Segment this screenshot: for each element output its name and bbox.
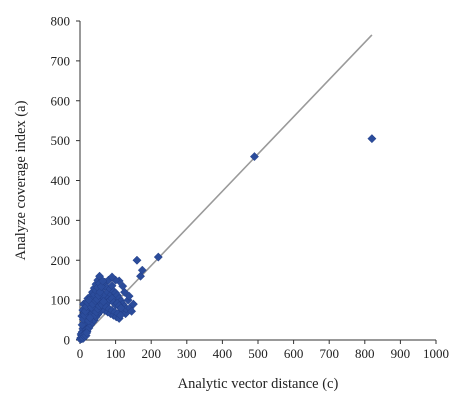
axes bbox=[79, 21, 436, 341]
x-tick-label: 800 bbox=[355, 346, 375, 361]
y-tick-label: 0 bbox=[64, 333, 71, 348]
data-point bbox=[118, 281, 128, 291]
data-point bbox=[249, 152, 259, 162]
y-axis-title: Analyze coverage index (a) bbox=[13, 100, 29, 260]
data-points bbox=[75, 134, 377, 344]
y-tick-label: 500 bbox=[51, 133, 71, 148]
data-point bbox=[85, 313, 95, 323]
data-point bbox=[137, 265, 147, 275]
data-point bbox=[82, 328, 92, 338]
x-tick-label: 100 bbox=[106, 346, 126, 361]
data-point bbox=[153, 252, 163, 262]
x-tick-label: 1000 bbox=[423, 346, 449, 361]
data-point bbox=[96, 282, 106, 292]
data-point bbox=[367, 134, 377, 144]
x-tick-label: 400 bbox=[213, 346, 233, 361]
data-point bbox=[128, 299, 138, 309]
x-ticks: 0 100 200 300 400 500 600 700 800 900 1000 bbox=[77, 340, 449, 361]
data-point bbox=[95, 287, 105, 297]
x-tick-label: 700 bbox=[319, 346, 339, 361]
y-tick-label: 400 bbox=[51, 173, 71, 188]
x-tick-label: 200 bbox=[141, 346, 161, 361]
x-tick-label: 600 bbox=[284, 346, 304, 361]
y-ticks: 0 100 200 300 400 500 600 700 800 bbox=[51, 14, 80, 348]
y-tick-label: 800 bbox=[51, 14, 71, 29]
x-tick-label: 300 bbox=[177, 346, 197, 361]
data-point bbox=[127, 306, 137, 316]
x-tick-label: 900 bbox=[391, 346, 411, 361]
x-axis-title: Analytic vector distance (c) bbox=[178, 376, 339, 392]
data-point bbox=[120, 287, 129, 297]
data-point bbox=[132, 255, 142, 265]
data-point bbox=[80, 306, 90, 316]
y-tick-label: 300 bbox=[51, 213, 71, 228]
x-tick-label: 0 bbox=[77, 346, 84, 361]
data-point bbox=[107, 272, 117, 282]
x-tick-label: 500 bbox=[248, 346, 268, 361]
y-tick-label: 700 bbox=[51, 53, 71, 68]
y-tick-label: 100 bbox=[51, 293, 71, 308]
trend-line bbox=[79, 34, 373, 341]
data-point bbox=[98, 276, 108, 286]
y-tick-label: 600 bbox=[51, 93, 71, 108]
y-tick-label: 200 bbox=[51, 253, 71, 268]
data-point bbox=[77, 320, 87, 330]
data-point bbox=[116, 310, 126, 320]
